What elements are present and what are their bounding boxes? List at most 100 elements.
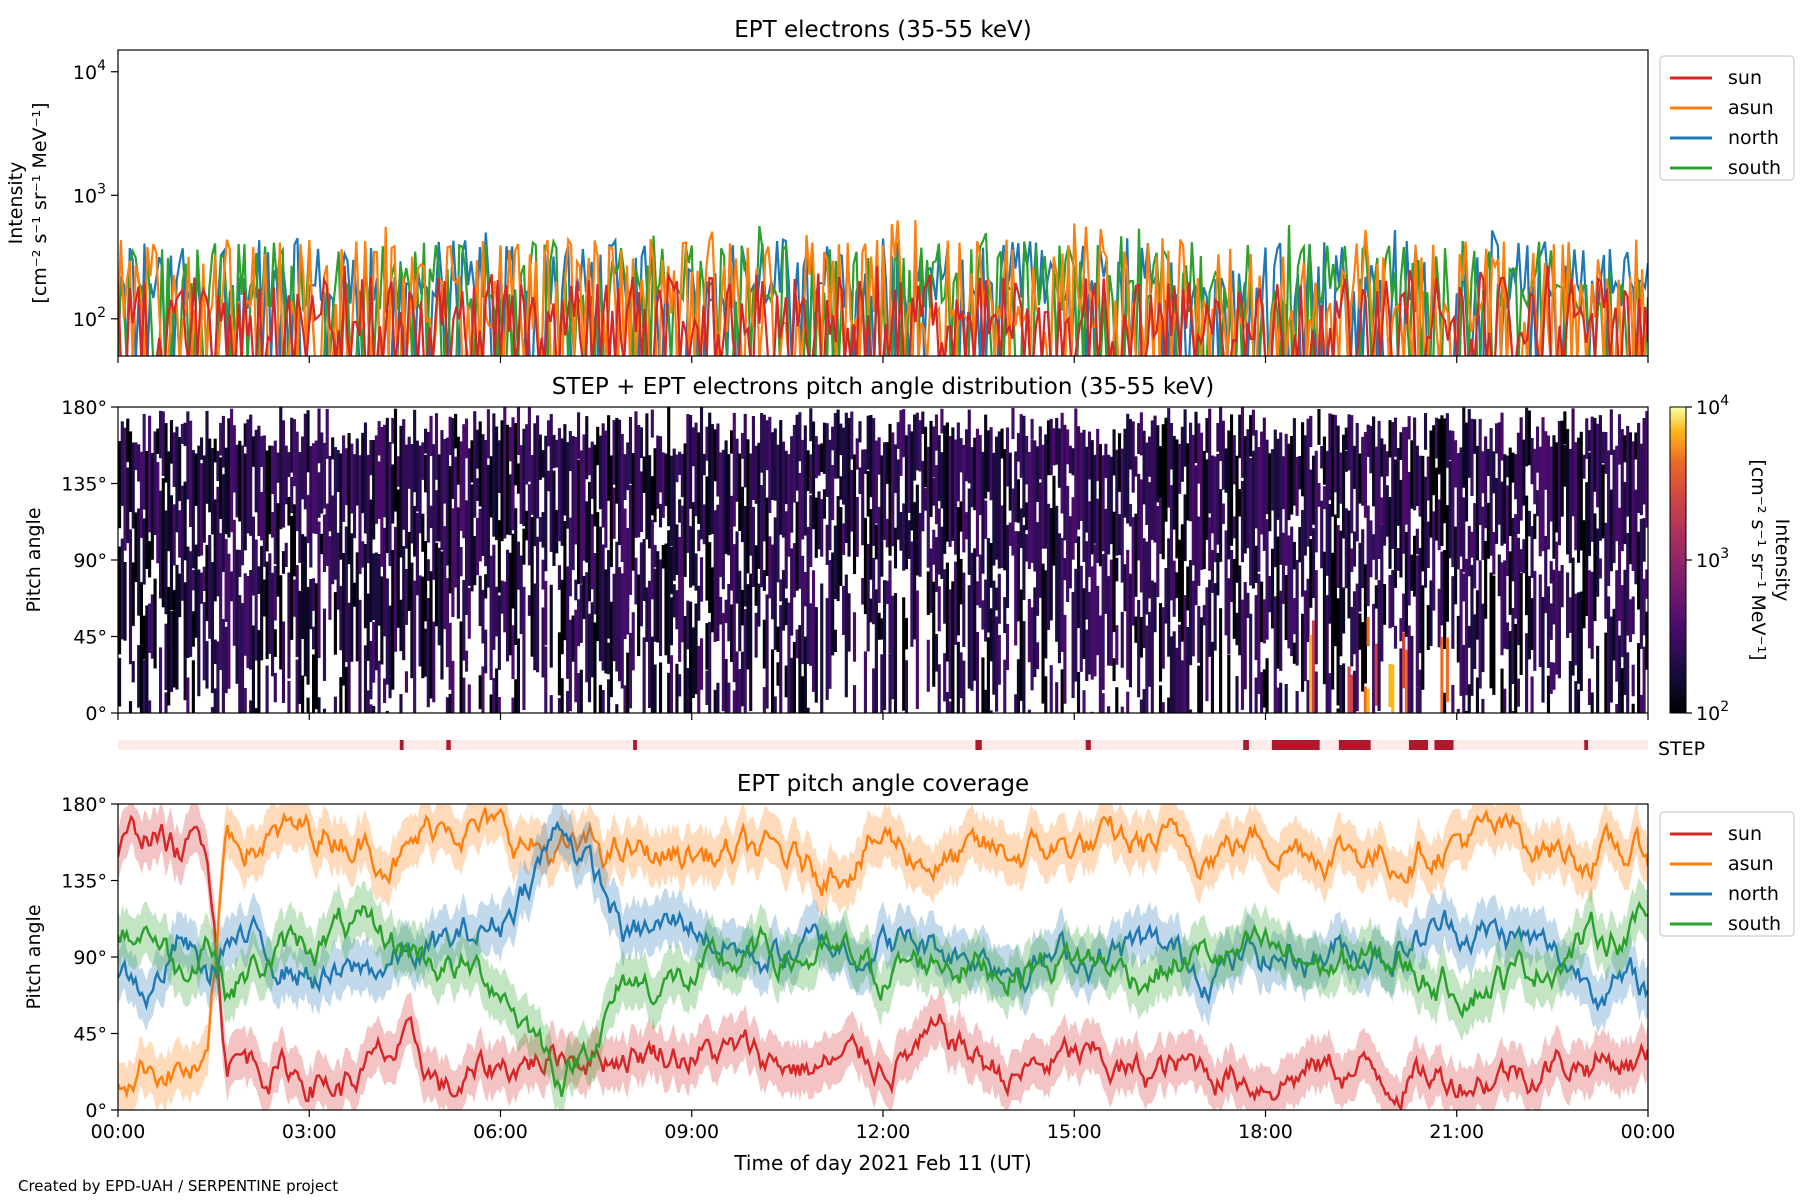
heatmap-cell <box>590 514 594 590</box>
heatmap-cell <box>566 691 570 713</box>
heatmap-cell <box>981 657 985 713</box>
heatmap-cell <box>221 415 225 468</box>
heatmap-cell <box>1437 418 1441 475</box>
heatmap-cell <box>383 678 387 703</box>
heatmap-cell <box>456 507 460 619</box>
heatmap-cell <box>369 704 373 713</box>
heatmap-cell <box>801 439 805 540</box>
heatmap-cell <box>1552 662 1556 690</box>
heatmap-cell <box>836 496 840 602</box>
heatmap-cell <box>295 565 299 657</box>
heatmap-cell <box>839 423 843 456</box>
heatmap-cell <box>609 601 613 698</box>
heatmap-cell <box>1645 569 1648 599</box>
heatmap-cell <box>522 428 526 527</box>
heatmap-cell <box>1183 595 1187 713</box>
heatmap-cell <box>492 544 496 650</box>
heatmap-cell <box>1617 507 1622 621</box>
heatmap-cell <box>743 413 747 488</box>
heatmap-cell <box>858 467 862 495</box>
heatmap-cell <box>1372 603 1376 713</box>
heatmap-cell <box>1306 680 1310 713</box>
heatmap-cell <box>1063 614 1067 704</box>
heatmap-cell <box>383 424 387 518</box>
legend-entry-north: north <box>1728 883 1779 905</box>
heatmap-cell <box>333 592 337 655</box>
heatmap-cell <box>227 418 231 538</box>
heatmap-cell <box>516 463 521 494</box>
heatmap-cell <box>522 586 526 711</box>
step-interval <box>399 740 404 750</box>
heatmap-cell <box>527 407 531 482</box>
heatmap-cell <box>1615 570 1619 682</box>
heatmap-cell <box>1082 690 1086 713</box>
heatmap-cell <box>1530 676 1534 713</box>
heatmap-cell <box>1320 446 1324 469</box>
heatmap-cell <box>1596 645 1600 713</box>
heatmap-cell <box>1189 560 1193 666</box>
heatmap-cell <box>661 452 665 518</box>
heatmap-cell <box>1290 436 1294 515</box>
heatmap-cell <box>831 465 835 521</box>
heatmap-cell <box>847 593 851 652</box>
tick-label: 103 <box>73 181 106 207</box>
heatmap-cell <box>290 515 294 640</box>
heatmap-cell <box>1104 508 1108 614</box>
heatmap-cell <box>943 425 947 554</box>
heatmap-cell <box>415 440 419 512</box>
heatmap-cell <box>137 508 141 616</box>
step-interval <box>1338 740 1371 750</box>
heatmap-cell <box>724 658 728 713</box>
heatmap-cell <box>213 639 217 664</box>
heatmap-cell <box>811 570 816 692</box>
heatmap-cell <box>836 409 840 479</box>
heatmap-cell <box>803 425 807 536</box>
heatmap-cell <box>183 481 187 561</box>
heatmap-cell <box>1467 684 1471 713</box>
heatmap-cell <box>508 552 512 656</box>
heatmap-cell <box>475 478 480 501</box>
heatmap-cell <box>1505 485 1510 576</box>
heatmap-cell <box>1251 450 1255 589</box>
heatmap-cell <box>1134 456 1138 477</box>
heatmap-cell <box>760 413 764 473</box>
step-interval <box>975 740 982 750</box>
heatmap-cell <box>932 477 936 506</box>
heatmap-cell <box>511 625 515 679</box>
heatmap-cell <box>1046 503 1051 630</box>
heatmap-cell <box>1074 408 1078 544</box>
heatmap-cell <box>1311 528 1316 598</box>
heatmap-cell <box>1229 414 1234 546</box>
heatmap-cell <box>486 409 490 459</box>
heatmap-cell <box>1549 446 1553 522</box>
heatmap-cell <box>126 467 130 544</box>
heatmap-cell <box>628 485 633 595</box>
heatmap-cell <box>645 587 649 642</box>
heatmap-cell <box>284 542 288 567</box>
heatmap-cell <box>1221 420 1225 490</box>
heatmap-cell <box>678 536 682 662</box>
heatmap-cell <box>265 665 269 713</box>
heatmap-cell <box>322 708 327 713</box>
heatmap-cell <box>489 456 493 518</box>
heatmap-cell <box>137 645 141 708</box>
heatmap-cell <box>1639 443 1643 516</box>
heatmap-cell <box>391 550 395 690</box>
heatmap-cell <box>552 470 556 566</box>
heatmap-cell <box>219 533 223 670</box>
heatmap-cell <box>607 642 611 675</box>
heatmap-cell <box>213 499 217 602</box>
heatmap-cell <box>1593 417 1597 492</box>
heatmap-cell <box>653 448 657 523</box>
heatmap-cell <box>1038 482 1042 598</box>
heatmap-cell <box>1046 420 1051 476</box>
legend-box <box>1659 811 1795 937</box>
tick-label: 103 <box>1696 546 1729 572</box>
heatmap-cell <box>874 524 878 560</box>
heatmap-cell <box>475 429 480 469</box>
heatmap-cell <box>801 555 805 665</box>
heatmap-cell <box>1399 432 1403 460</box>
heatmap-cell <box>615 541 619 672</box>
heatmap-cell <box>333 696 337 713</box>
heatmap-cell <box>888 423 892 556</box>
